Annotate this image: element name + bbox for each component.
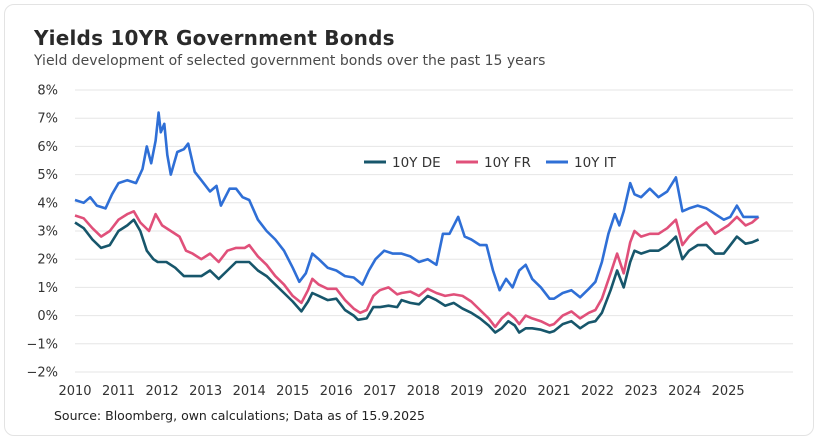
- x-tick-label: 2010: [58, 384, 91, 399]
- y-tick-label: 6%: [37, 140, 58, 155]
- y-tick-label: −1%: [26, 337, 58, 352]
- x-tick-label: 2021: [537, 384, 570, 399]
- x-tick-label: 2013: [189, 384, 222, 399]
- x-tick-label: 2018: [407, 384, 440, 399]
- x-tick-label: 2020: [494, 384, 527, 399]
- x-axis-ticks: 2010 2011 2012 2013 2014 2015 2016 2017 2018 2019…: [58, 384, 744, 399]
- series-line-10y-de: [74, 218, 760, 334]
- x-tick-label: 2011: [102, 384, 135, 399]
- x-tick-label: 2023: [625, 384, 658, 399]
- y-tick-label: 1%: [37, 281, 58, 296]
- x-tick-label: 2019: [450, 384, 483, 399]
- source-note: Source: Bloomberg, own calculations; Dat…: [54, 408, 426, 423]
- y-axis-ticks: 8% 7% 6% 5% 4% 3% 2% 1% 0% −1% −2%: [26, 84, 58, 381]
- y-tick-label: 7%: [37, 112, 58, 127]
- chart-subtitle: Yield development of selected government…: [34, 53, 546, 69]
- chart-title: Yields 10YR Government Bonds: [34, 26, 395, 50]
- y-tick-label: −2%: [26, 366, 58, 381]
- x-tick-label: 2022: [581, 384, 614, 399]
- x-tick-label: 2014: [233, 384, 266, 399]
- y-tick-label: 4%: [37, 196, 58, 211]
- x-tick-label: 2024: [668, 384, 701, 399]
- legend: 10Y DE 10Y FR 10Y IT: [364, 155, 617, 171]
- y-tick-label: 8%: [37, 84, 58, 99]
- x-tick-label: 2025: [712, 384, 745, 399]
- legend-label: 10Y DE: [392, 155, 441, 171]
- x-tick-label: 2016: [320, 384, 353, 399]
- y-tick-label: 2%: [37, 253, 58, 268]
- x-tick-label: 2015: [276, 384, 309, 399]
- x-tick-label: 2012: [146, 384, 179, 399]
- y-tick-label: 0%: [37, 309, 58, 324]
- series-line-10y-fr: [74, 210, 760, 329]
- series-line-10y-it: [74, 111, 759, 300]
- y-tick-label: 3%: [37, 225, 58, 240]
- gridlines: [75, 89, 793, 373]
- legend-label: 10Y FR: [484, 155, 531, 171]
- y-tick-label: 5%: [37, 168, 58, 183]
- x-tick-label: 2017: [363, 384, 396, 399]
- legend-label: 10Y IT: [574, 155, 617, 171]
- series-lines: [74, 111, 760, 334]
